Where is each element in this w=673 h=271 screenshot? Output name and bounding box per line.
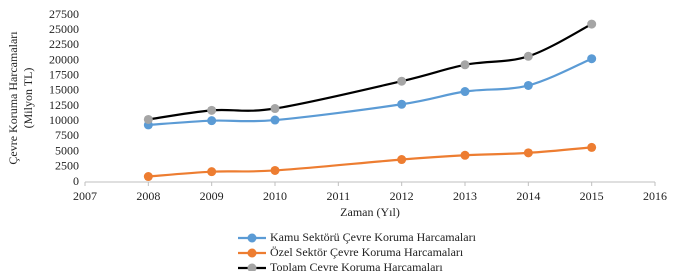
y-tick-label: 7500 (55, 128, 79, 142)
legend-label: Özel Sektör Çevre Koruma Harcamaları (270, 245, 464, 259)
x-tick-label: 2014 (516, 189, 540, 203)
data-point (587, 19, 597, 29)
data-point (207, 105, 217, 115)
data-point (207, 116, 217, 126)
data-point (523, 148, 533, 158)
legend-label: Kamu Sektörü Çevre Koruma Harcamaları (270, 230, 477, 244)
y-axis-label: Çevre Koruma Harcamaları (6, 31, 20, 165)
data-point (587, 142, 597, 152)
series-line (148, 57, 593, 127)
y-axis-label: (Milyon TL) (21, 68, 35, 129)
legend-label: Toplam Çevre Koruma Harcamaları (270, 260, 443, 271)
y-tick-label: 2500 (55, 159, 79, 173)
x-tick-label: 2016 (643, 189, 667, 203)
y-tick-label: 12500 (49, 98, 79, 112)
x-tick-label: 2010 (263, 189, 287, 203)
y-tick-label: 10000 (49, 113, 79, 127)
y-tick-label: 25000 (49, 22, 79, 36)
x-tick-label: 2009 (200, 189, 224, 203)
data-point (460, 87, 470, 97)
data-point (270, 104, 280, 114)
data-point (397, 76, 407, 86)
data-point (523, 51, 533, 61)
y-tick-label: 15000 (49, 83, 79, 97)
x-tick-label: 2012 (390, 189, 414, 203)
x-tick-label: 2015 (580, 189, 604, 203)
data-point (587, 54, 597, 64)
x-tick-label: 2008 (136, 189, 160, 203)
data-point (397, 99, 407, 109)
data-point (207, 167, 217, 177)
data-point (523, 80, 533, 90)
y-tick-label: 22500 (49, 37, 79, 51)
legend-marker (247, 248, 257, 258)
legend-marker (247, 233, 257, 243)
x-tick-label: 2007 (73, 189, 97, 203)
y-tick-label: 17500 (49, 67, 79, 81)
data-point (397, 155, 407, 165)
data-point (270, 165, 280, 175)
series-line (148, 23, 593, 121)
x-tick-label: 2011 (327, 189, 351, 203)
legend-marker (247, 263, 257, 271)
y-tick-label: 5000 (55, 143, 79, 157)
y-tick-label: 20000 (49, 52, 79, 66)
data-point (460, 150, 470, 160)
x-tick-label: 2013 (453, 189, 477, 203)
data-point (270, 115, 280, 125)
data-point (460, 60, 470, 70)
y-tick-label: 0 (73, 174, 79, 188)
x-axis-label: Zaman (Yıl) (340, 205, 400, 219)
data-point (143, 114, 153, 124)
y-tick-label: 27500 (49, 7, 79, 21)
data-point (143, 172, 153, 182)
